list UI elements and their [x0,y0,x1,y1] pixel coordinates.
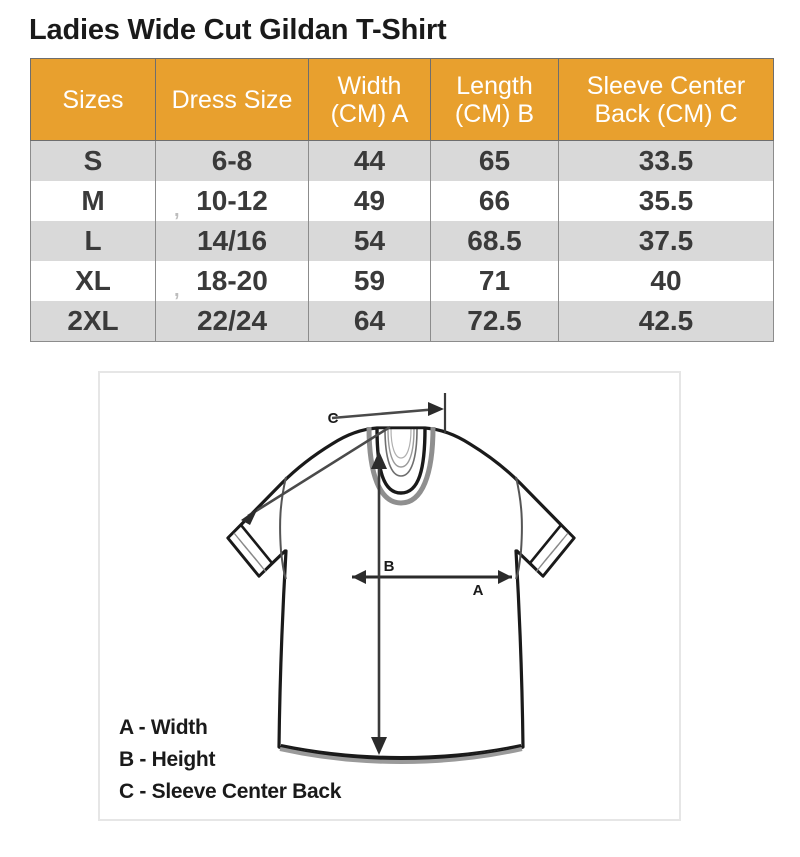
measure-label-a: A [473,582,484,599]
cell-length: 68.5 [430,221,559,261]
cell-dress-size: 6-8 [155,140,309,181]
cell-sleeve: 35.5 [558,181,774,221]
tshirt-diagram: A B C [226,393,576,765]
cell-dress-size: 22/24 [155,301,309,342]
cell-dress-size: 14/16 [155,221,309,261]
table-row: M , 10-12 49 66 35.5 [30,181,774,221]
scan-artifact: , [174,279,180,301]
cell-length: 71 [430,261,559,301]
header-line-1: Sleeve Center [586,71,746,100]
cell-dress-size-value: 14/16 [196,225,268,256]
cell-size: XL [30,261,156,301]
cell-length: 72.5 [430,301,559,342]
page-title: Ladies Wide Cut Gildan T-Shirt [29,14,447,46]
header-line-1: Sizes [62,85,124,114]
measurement-diagram-panel: A B C [98,371,681,821]
table-row: S 6-8 44 65 33.5 [30,140,774,181]
column-header-length: Length (CM) B [430,58,559,141]
cell-sleeve: 33.5 [558,140,774,181]
measure-arrow-b [371,451,387,755]
cell-sleeve: 40 [558,261,774,301]
header-line-1: Width [337,71,402,100]
table-header-row: Sizes Dress Size Width (CM) A Length (CM… [30,58,774,141]
cell-width: 54 [308,221,431,261]
cell-dress-size-value: 10-12 [196,185,268,216]
tshirt-collar-rib-1 [384,428,418,477]
tshirt-collar-shadow [366,426,436,506]
legend-item-b: B - Height [119,748,216,771]
cell-dress-size-value: 18-20 [196,265,268,296]
cell-width: 59 [308,261,431,301]
column-header-dress-size: Dress Size [155,58,309,141]
cell-width: 44 [308,140,431,181]
cell-size: L [30,221,156,261]
tshirt-armhole-right [515,476,523,580]
cell-size: M [30,181,156,221]
header-line-1: Dress Size [171,85,293,114]
sleeve-cuff-left [226,523,274,578]
cell-sleeve: 42.5 [558,301,774,342]
column-header-sizes: Sizes [30,58,156,141]
header-line-1: Length [456,71,533,100]
table-row: 2XL 22/24 64 72.5 42.5 [30,301,774,342]
column-header-sleeve-center-back: Sleeve Center Back (CM) C [558,58,774,141]
cell-length: 65 [430,140,559,181]
scan-artifact: , [174,199,180,221]
header-line-2: Back (CM) C [594,99,738,128]
measurement-legend: A - Width B - Height C - Sleeve Center B… [119,712,341,808]
cell-dress-size: , 10-12 [155,181,309,221]
header-line-2: (CM) A [330,99,409,128]
tshirt-collar-rib-3 [390,428,412,459]
cell-dress-size-value: 6-8 [211,145,253,176]
cell-dress-size: , 18-20 [155,261,309,301]
cell-width: 64 [308,301,431,342]
column-header-width: Width (CM) A [308,58,431,141]
cell-width: 49 [308,181,431,221]
size-chart-table: Sizes Dress Size Width (CM) A Length (CM… [30,58,774,342]
tshirt-bottom-hem [279,747,523,765]
cell-length: 66 [430,181,559,221]
cell-size: S [30,140,156,181]
legend-item-a: A - Width [119,716,208,739]
tshirt-collar-outer [375,427,427,495]
tshirt-collar-rib-2 [387,428,415,468]
measure-arrow-c [241,393,447,525]
cell-sleeve: 37.5 [558,221,774,261]
legend-item-c: C - Sleeve Center Back [119,780,342,803]
tshirt-armhole-left [279,476,287,580]
measure-label-b: B [384,558,395,575]
measure-label-c: C [328,410,339,427]
sleeve-cuff-right [528,523,576,578]
table-row: XL , 18-20 59 71 40 [30,261,774,301]
cell-dress-size-value: 22/24 [196,305,268,336]
table-row: L 14/16 54 68.5 37.5 [30,221,774,261]
header-line-2: (CM) B [454,99,535,128]
tshirt-bottom-hem-line [280,744,522,759]
cell-size: 2XL [30,301,156,342]
